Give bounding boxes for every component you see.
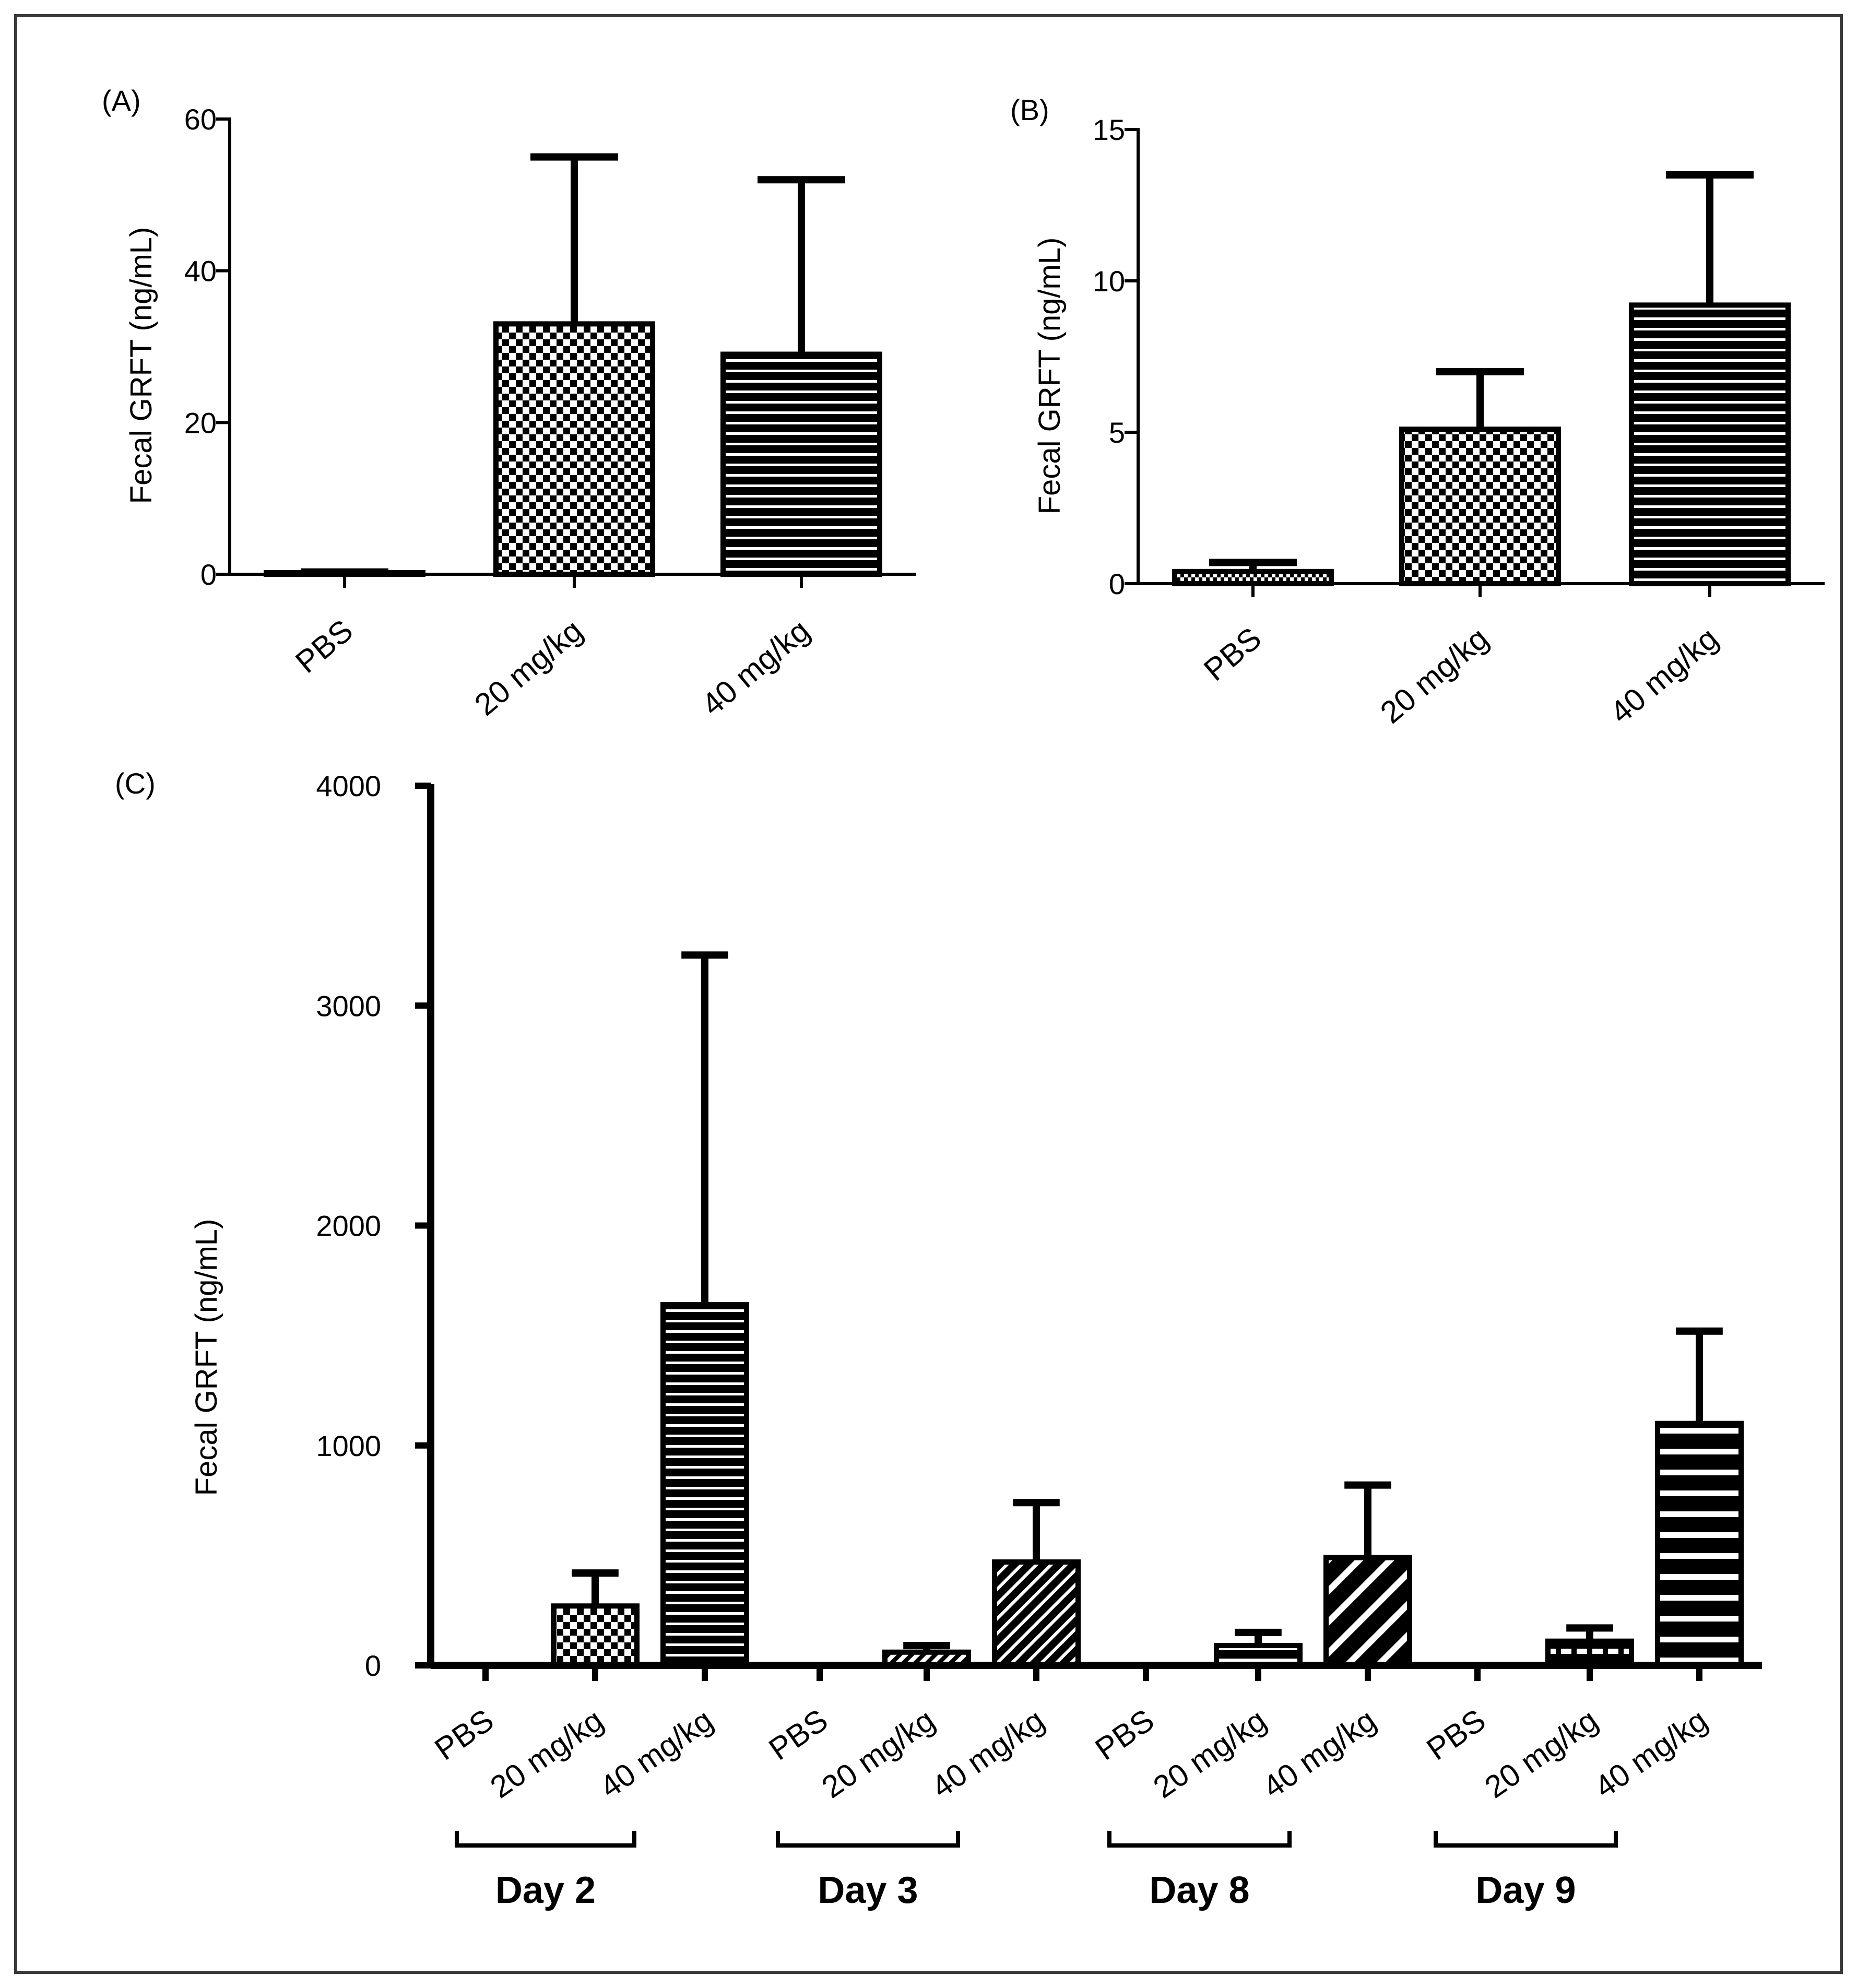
- category-label-c-3: PBS: [763, 1702, 834, 1767]
- panel-b: (B) Fecal GRFT (ng/mL) 0 5 10 15 PBS 20 mg/kg…: [1010, 93, 1825, 730]
- category-label-c-2: 40 mg/kg: [594, 1702, 719, 1805]
- panel-a: (A) Fecal GRFT (ng/mL) 0 20 40 60 PBS 20 mg/k…: [102, 84, 916, 723]
- group-bracket-1: [776, 1831, 960, 1848]
- bar-c-2: [660, 1302, 749, 1668]
- group-label-1: Day 3: [818, 1869, 918, 1911]
- category-label-c-8: 40 mg/kg: [1257, 1702, 1382, 1805]
- y-tick-label-c-3: 3000: [316, 989, 381, 1022]
- y-tick-label-a-1: 20: [184, 406, 217, 439]
- bar-c-11: [1655, 1421, 1744, 1668]
- y-tick-label-c-0: 0: [365, 1649, 381, 1682]
- bar-b-1: [1399, 427, 1561, 586]
- category-label-c-9: PBS: [1421, 1702, 1492, 1767]
- group-bracket-0: [455, 1831, 636, 1848]
- category-label-a-2: 40 mg/kg: [695, 613, 816, 723]
- category-label-c-6: PBS: [1089, 1702, 1161, 1767]
- group-bracket-3: [1434, 1831, 1618, 1848]
- bar-a-2: [720, 351, 882, 577]
- y-tick-label-c-4: 4000: [316, 770, 381, 802]
- bar-c-5: [992, 1559, 1081, 1668]
- bar-c-8: [1323, 1555, 1412, 1668]
- category-label-b-2: 40 mg/kg: [1603, 621, 1724, 730]
- y-tick-label-a-0: 0: [200, 558, 217, 591]
- category-label-b-0: PBS: [1197, 621, 1268, 688]
- panel-a-label: (A): [102, 84, 141, 117]
- y-tick-label-b-3: 15: [1093, 113, 1125, 146]
- y-tick-label-b-2: 10: [1093, 265, 1125, 298]
- y-tick-label-c-2: 2000: [316, 1210, 381, 1242]
- bar-c-1: [551, 1603, 640, 1668]
- group-label-3: Day 9: [1475, 1869, 1576, 1911]
- bar-a-1: [493, 321, 655, 577]
- figure-border: [14, 14, 1843, 1974]
- category-label-c-11: 40 mg/kg: [1588, 1702, 1714, 1805]
- panel-c: (C) Fecal GRFT (ng/mL) 0 1000 2000 3000 4000…: [115, 767, 1762, 1911]
- panel-b-label: (B): [1010, 93, 1049, 126]
- bar-b-2: [1629, 302, 1791, 586]
- y-tick-label-a-2: 40: [184, 255, 217, 288]
- category-label-c-0: PBS: [429, 1702, 500, 1767]
- y-tick-label-a-3: 60: [184, 103, 217, 136]
- panel-c-label: (C): [115, 767, 156, 800]
- group-label-0: Day 2: [495, 1869, 596, 1911]
- group-label-2: Day 8: [1149, 1869, 1249, 1911]
- y-tick-label-b-1: 5: [1109, 416, 1125, 449]
- category-label-c-5: 40 mg/kg: [925, 1702, 1051, 1805]
- panel-c-y-axis-label: Fecal GRFT (ng/mL): [190, 1219, 223, 1496]
- category-label-b-1: 20 mg/kg: [1374, 621, 1495, 730]
- category-label-c-1: 20 mg/kg: [484, 1702, 610, 1805]
- panel-b-y-axis-label: Fecal GRFT (ng/mL): [1033, 238, 1067, 515]
- panel-a-y-axis-label: Fecal GRFT (ng/mL): [124, 227, 158, 504]
- category-label-c-4: 20 mg/kg: [815, 1702, 941, 1805]
- group-bracket-2: [1107, 1831, 1292, 1848]
- category-label-a-1: 20 mg/kg: [468, 613, 589, 723]
- y-tick-label-b-0: 0: [1109, 567, 1125, 600]
- y-tick-label-c-1: 1000: [316, 1429, 381, 1462]
- category-label-c-10: 20 mg/kg: [1478, 1702, 1604, 1805]
- category-label-a-0: PBS: [289, 613, 359, 680]
- bar-b-0: [1172, 569, 1334, 587]
- category-label-c-7: 20 mg/kg: [1147, 1702, 1273, 1805]
